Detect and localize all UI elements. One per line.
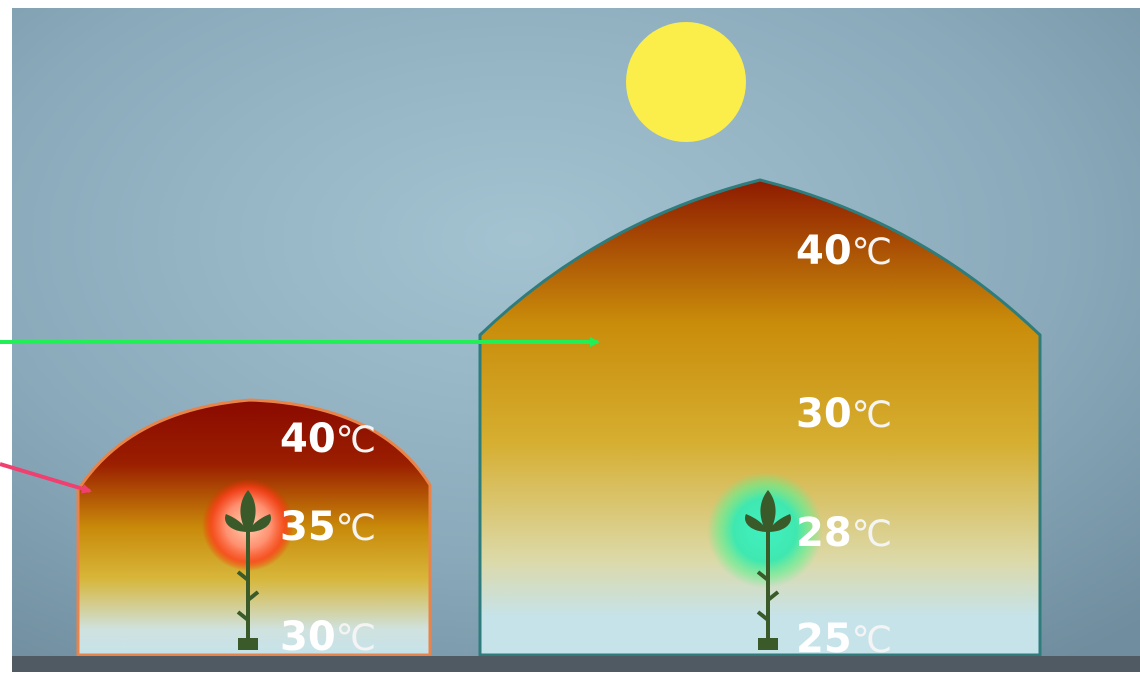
large-greenhouse	[478, 178, 1042, 657]
temperature-label: 28℃	[796, 510, 892, 556]
temperature-unit: ℃	[852, 395, 892, 436]
ground	[12, 656, 1140, 672]
temperature-unit: ℃	[852, 620, 892, 661]
arrow	[0, 462, 92, 494]
temperature-label: 30℃	[796, 391, 892, 437]
temperature-label: 30℃	[280, 614, 376, 660]
temperature-number: 25	[796, 616, 852, 662]
temperature-number: 30	[280, 614, 336, 660]
temperature-number: 28	[796, 510, 852, 556]
temperature-unit: ℃	[852, 514, 892, 555]
temperature-number: 40	[796, 228, 852, 274]
temperature-label: 25℃	[796, 616, 892, 662]
temperature-label: 40℃	[280, 416, 376, 462]
temperature-number: 40	[280, 416, 336, 462]
temperature-unit: ℃	[336, 420, 376, 461]
temperature-label: 35℃	[280, 504, 376, 550]
temperature-unit: ℃	[852, 232, 892, 273]
temperature-number: 30	[796, 391, 852, 437]
temperature-label: 40℃	[796, 228, 892, 274]
temperature-unit: ℃	[336, 618, 376, 659]
temperature-number: 35	[280, 504, 336, 550]
sun	[626, 22, 746, 142]
temperature-unit: ℃	[336, 508, 376, 549]
